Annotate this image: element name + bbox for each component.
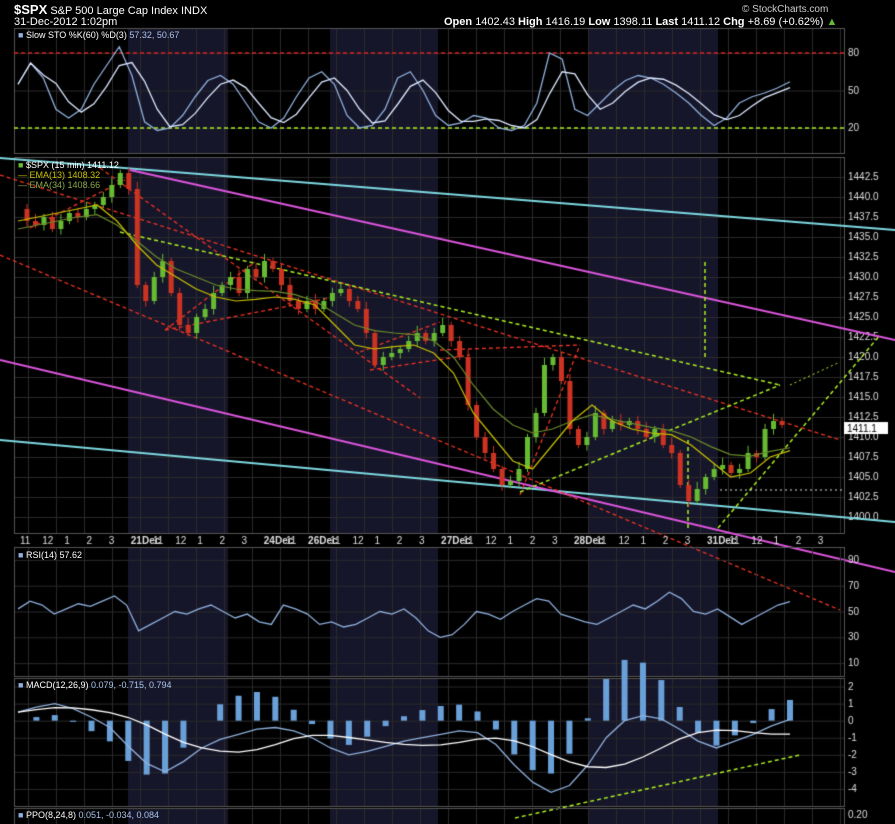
price-legend-row: ■ $SPX (15 min) 1411.12 — [18, 160, 119, 170]
rsi-value: 57.62 — [59, 550, 83, 560]
sto-values: 57.32, 50.67 — [129, 30, 180, 40]
sto-legend: ■ Slow STO %K(60) %D(3) 57.32, 50.67 — [18, 30, 179, 40]
symbol: $SPX — [14, 2, 48, 17]
rsi-legend-icon: ■ — [18, 550, 24, 560]
ema13-legend-row: — EMA(13) 1408.32 — [18, 170, 119, 180]
price-last: 1411.12 — [87, 160, 119, 170]
chg-value: +8.69 (+0.62%) — [747, 16, 824, 28]
low-value: 1398.11 — [613, 16, 653, 28]
open-label: Open — [444, 16, 473, 28]
macd-values: 0.079, -0.715, 0.794 — [91, 680, 172, 690]
ppo-legend-icon: ■ — [18, 810, 24, 820]
ema13-label: EMA(13) — [29, 170, 66, 180]
price-label: $SPX (15 min) — [25, 160, 85, 170]
sto-legend-icon: ■ — [18, 30, 24, 40]
ema34-value: 1408.66 — [67, 180, 101, 190]
rsi-label: RSI(14) — [25, 550, 57, 560]
ema34-label: EMA(34) — [29, 180, 66, 190]
macd-legend: ■ MACD(12,26,9) 0.079, -0.715, 0.794 — [18, 680, 172, 690]
ema34-legend-row: — EMA(34) 1408.66 — [18, 180, 119, 190]
rsi-legend: ■ RSI(14) 57.62 — [18, 550, 82, 560]
last-label: Last — [655, 16, 679, 28]
exchange: INDX — [181, 5, 208, 17]
low-label: Low — [588, 16, 611, 28]
high-value: 1416.19 — [545, 16, 586, 28]
copyright: © StockCharts.com — [742, 4, 829, 15]
sto-label: Slow STO %K(60) %D(3) — [25, 30, 127, 40]
price-legend-icon: ■ — [18, 160, 24, 170]
high-label: High — [518, 16, 543, 28]
price-legend: ■ $SPX (15 min) 1411.12 — EMA(13) 1408.3… — [18, 160, 119, 190]
ppo-label: PPO(8,24,8) — [25, 810, 76, 820]
macd-legend-icon: ■ — [18, 680, 24, 690]
ema34-legend-icon: — — [18, 180, 27, 190]
chg-label: Chg — [723, 16, 745, 28]
up-arrow-icon: ▲ — [826, 16, 838, 28]
ohlc-readout: Open 1402.43 High 1416.19 Low 1398.11 La… — [444, 16, 837, 28]
open-value: 1402.43 — [475, 16, 515, 28]
ema13-value: 1408.32 — [67, 170, 101, 180]
ppo-values: 0.051, -0.034, 0.084 — [78, 810, 160, 820]
chart-header: $SPX S&P 500 Large Cap Index INDX — [14, 2, 207, 17]
last-value: 1411.12 — [681, 16, 721, 28]
ppo-legend: ■ PPO(8,24,8) 0.051, -0.034, 0.084 — [18, 810, 159, 820]
ema13-legend-icon: — — [18, 170, 27, 180]
symbol-name: S&P 500 Large Cap Index — [50, 5, 178, 17]
datetime: 31-Dec-2012 1:02pm — [14, 16, 118, 28]
macd-label: MACD(12,26,9) — [25, 680, 89, 690]
